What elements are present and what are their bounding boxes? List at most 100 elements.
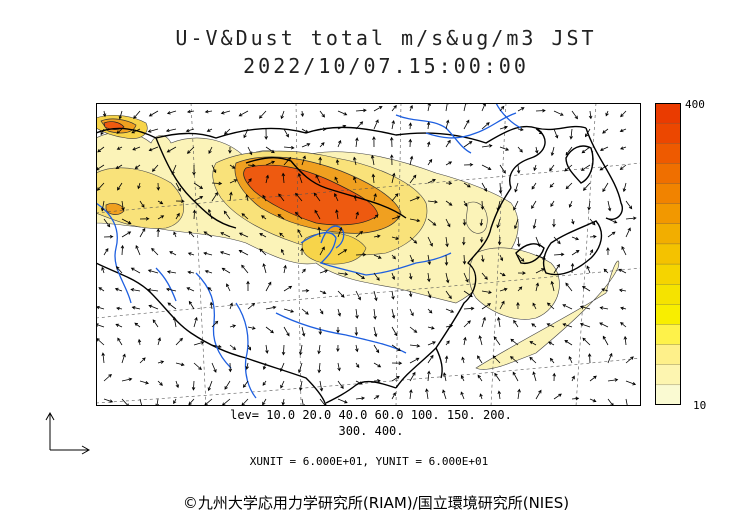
wind-arrow (337, 124, 347, 130)
wind-arrow (114, 287, 123, 292)
wind-arrow (497, 316, 501, 328)
wind-arrow (427, 290, 432, 299)
wind-arrow (166, 270, 177, 274)
wind-arrow (265, 344, 269, 354)
wind-arrow (565, 146, 573, 156)
wind-arrow (463, 200, 467, 207)
wind-arrow (442, 372, 447, 382)
wind-arrow (336, 344, 340, 353)
wind-arrow (132, 146, 141, 151)
wind-arrow (354, 326, 359, 336)
wind-arrow (531, 323, 537, 328)
wind-arrow (481, 316, 486, 328)
wind-arrow (121, 200, 125, 211)
wind-arrow (462, 254, 467, 265)
wind-arrow (246, 280, 250, 291)
wind-arrow (373, 290, 378, 302)
contour-levels-line1: lev= 10.0 20.0 40.0 60.0 100. 150. 200. (230, 408, 512, 422)
wind-arrow (481, 122, 490, 130)
wind-arrow (546, 302, 555, 310)
wind-arrow (463, 141, 473, 148)
wind-arrow (229, 179, 238, 184)
colorbar-segment (655, 284, 681, 305)
wind-arrow (130, 267, 141, 274)
wind-arrow (499, 146, 510, 151)
wind-arrow (391, 119, 395, 130)
wind-arrow (299, 380, 303, 392)
wind-arrow (101, 352, 105, 364)
wind-arrow (409, 174, 417, 184)
wind-arrow (427, 370, 431, 382)
wind-arrow (607, 200, 612, 212)
wind-arrow (607, 352, 613, 364)
wind-arrow (355, 272, 365, 279)
wind-arrow (599, 164, 609, 171)
wind-arrow (224, 380, 231, 390)
wind-arrow (355, 308, 359, 319)
wind-arrow (492, 355, 501, 364)
colorbar-segment (655, 183, 681, 205)
contour-levels-line2: 300. 400. (338, 424, 404, 438)
wind-arrow (148, 146, 159, 152)
wind-arrow (571, 396, 580, 401)
wind-arrow (427, 341, 436, 346)
wind-arrow (481, 144, 493, 148)
wind-arrow (318, 156, 322, 166)
wind-arrow (265, 281, 272, 292)
wind-arrow (499, 125, 509, 130)
wind-arrow (373, 193, 377, 202)
wind-arrow (280, 380, 285, 389)
wind-arrow (625, 398, 630, 406)
wind-arrow (499, 300, 505, 310)
wind-arrow (550, 280, 555, 292)
wind-arrow (262, 263, 267, 274)
wind-arrow (186, 109, 195, 114)
wind-arrow (481, 164, 492, 170)
wind-arrow (408, 272, 413, 280)
wind-arrow (279, 362, 285, 372)
wind-arrow (373, 308, 377, 320)
wind-arrow (192, 209, 197, 220)
wind-arrow (192, 165, 196, 176)
colorbar-segment (655, 384, 681, 405)
colorbar-segment (655, 122, 681, 144)
wind-arrow (167, 302, 177, 310)
wind-arrow (165, 287, 177, 292)
wind-arrow (373, 254, 382, 259)
wind-arrow (262, 398, 267, 406)
wind-arrow (599, 146, 609, 151)
wind-arrow (116, 128, 123, 134)
wind-arrow (188, 300, 195, 310)
wind-arrow (579, 305, 591, 310)
wind-arrow (373, 119, 379, 130)
wind-arrow (211, 320, 219, 328)
wind-arrow (139, 380, 150, 385)
wind-arrow (460, 375, 465, 382)
wind-arrow (118, 110, 123, 120)
wind-arrow (619, 164, 627, 171)
wind-arrow (247, 302, 256, 310)
wind-arrow (529, 356, 537, 364)
wind-arrow (157, 360, 165, 364)
wind-arrow (175, 182, 181, 192)
wind-arrow (373, 344, 380, 354)
colorbar-min-label: 10 (693, 399, 707, 412)
wind-arrow (172, 316, 177, 328)
wind-arrow (499, 254, 504, 262)
wind-arrow (427, 200, 438, 204)
wind-arrow (564, 164, 573, 172)
wind-arrow (461, 356, 465, 364)
wind-arrow (355, 121, 364, 130)
wind-arrow (191, 380, 196, 391)
wind-arrow (391, 236, 400, 240)
wind-arrow (427, 103, 431, 112)
wind-arrow (371, 173, 376, 184)
wind-arrow (193, 196, 204, 202)
wind-arrow (337, 249, 348, 256)
wind-arrow (373, 272, 380, 281)
wind-arrow (606, 247, 610, 256)
wind-arrow (300, 110, 305, 118)
wind-arrow (151, 164, 159, 172)
wind-arrow (625, 216, 637, 221)
wind-arrow (514, 182, 519, 193)
